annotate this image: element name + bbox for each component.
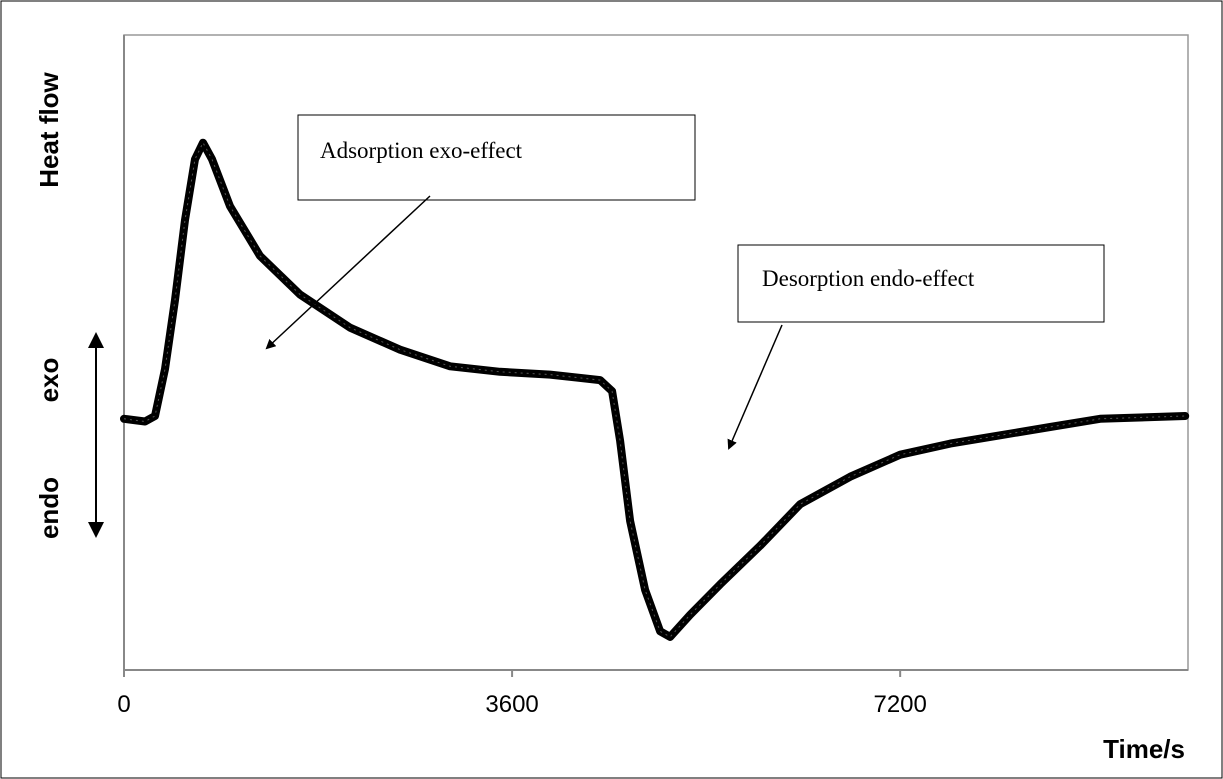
x-axis-label: Time/s [1103, 734, 1185, 764]
plot-area: 0 3600 7200 [117, 138, 1190, 718]
annotation: Adsorption exo-effect [320, 138, 523, 163]
x-tick-label: 3600 [485, 691, 538, 718]
x-tick-label: 0 [117, 691, 130, 718]
x-tick-label: 7200 [873, 691, 926, 718]
annotation-box [737, 244, 1105, 323]
exo-label: exo [34, 358, 64, 403]
annotation-arrow [265, 195, 431, 350]
annotation-arrow [727, 324, 783, 450]
data-line-inner [123, 141, 1186, 638]
annotation-box [297, 114, 696, 201]
y-axis-label: Heat flow [34, 71, 64, 187]
data-line [120, 138, 1190, 641]
annotation: Desorption endo-effect [762, 266, 975, 291]
endo-label: endo [34, 477, 64, 539]
